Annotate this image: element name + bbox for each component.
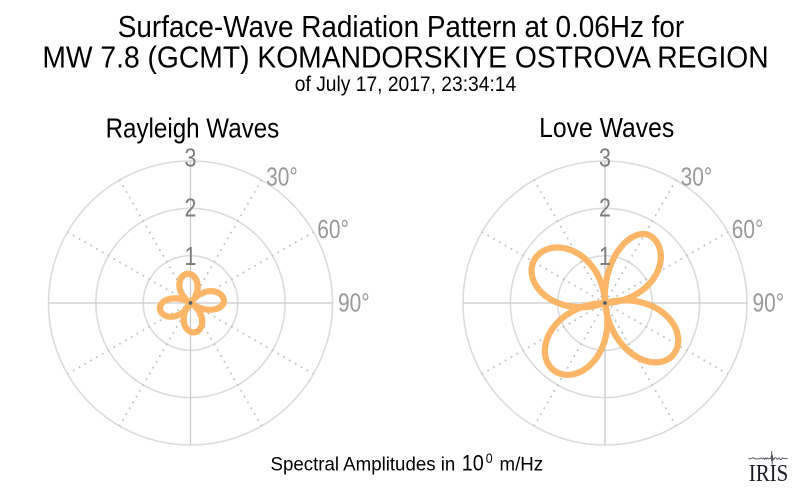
svg-text:90°: 90°	[753, 288, 785, 316]
svg-text:Love Waves: Love Waves	[539, 112, 674, 144]
svg-text:3: 3	[599, 144, 611, 172]
svg-text:Spectral Amplitudes in: Spectral Amplitudes in	[271, 454, 456, 475]
svg-text:90°: 90°	[338, 288, 370, 316]
svg-text:3: 3	[185, 144, 197, 172]
svg-text:2: 2	[599, 194, 611, 222]
svg-text:1: 1	[599, 242, 611, 270]
svg-text:Rayleigh Waves: Rayleigh Waves	[106, 112, 280, 144]
svg-text:1: 1	[185, 242, 197, 270]
svg-text:m/Hz: m/Hz	[500, 454, 544, 475]
svg-text:2: 2	[185, 194, 197, 222]
svg-text:Surface-Wave Radiation Pattern: Surface-Wave Radiation Pattern at 0.06Hz…	[118, 10, 685, 45]
svg-text:0: 0	[486, 450, 493, 466]
svg-text:30°: 30°	[266, 162, 298, 190]
svg-text:30°: 30°	[681, 162, 713, 190]
svg-text:of July 17, 2017, 23:34:14: of July 17, 2017, 23:34:14	[295, 73, 516, 96]
svg-text:60°: 60°	[732, 215, 764, 243]
svg-text:60°: 60°	[317, 215, 349, 243]
svg-text:10: 10	[462, 451, 484, 475]
svg-text:MW 7.8 (GCMT) KOMANDORSKIYE OS: MW 7.8 (GCMT) KOMANDORSKIYE OSTROVA REGI…	[42, 40, 768, 74]
svg-text:IRIS: IRIS	[749, 461, 789, 487]
